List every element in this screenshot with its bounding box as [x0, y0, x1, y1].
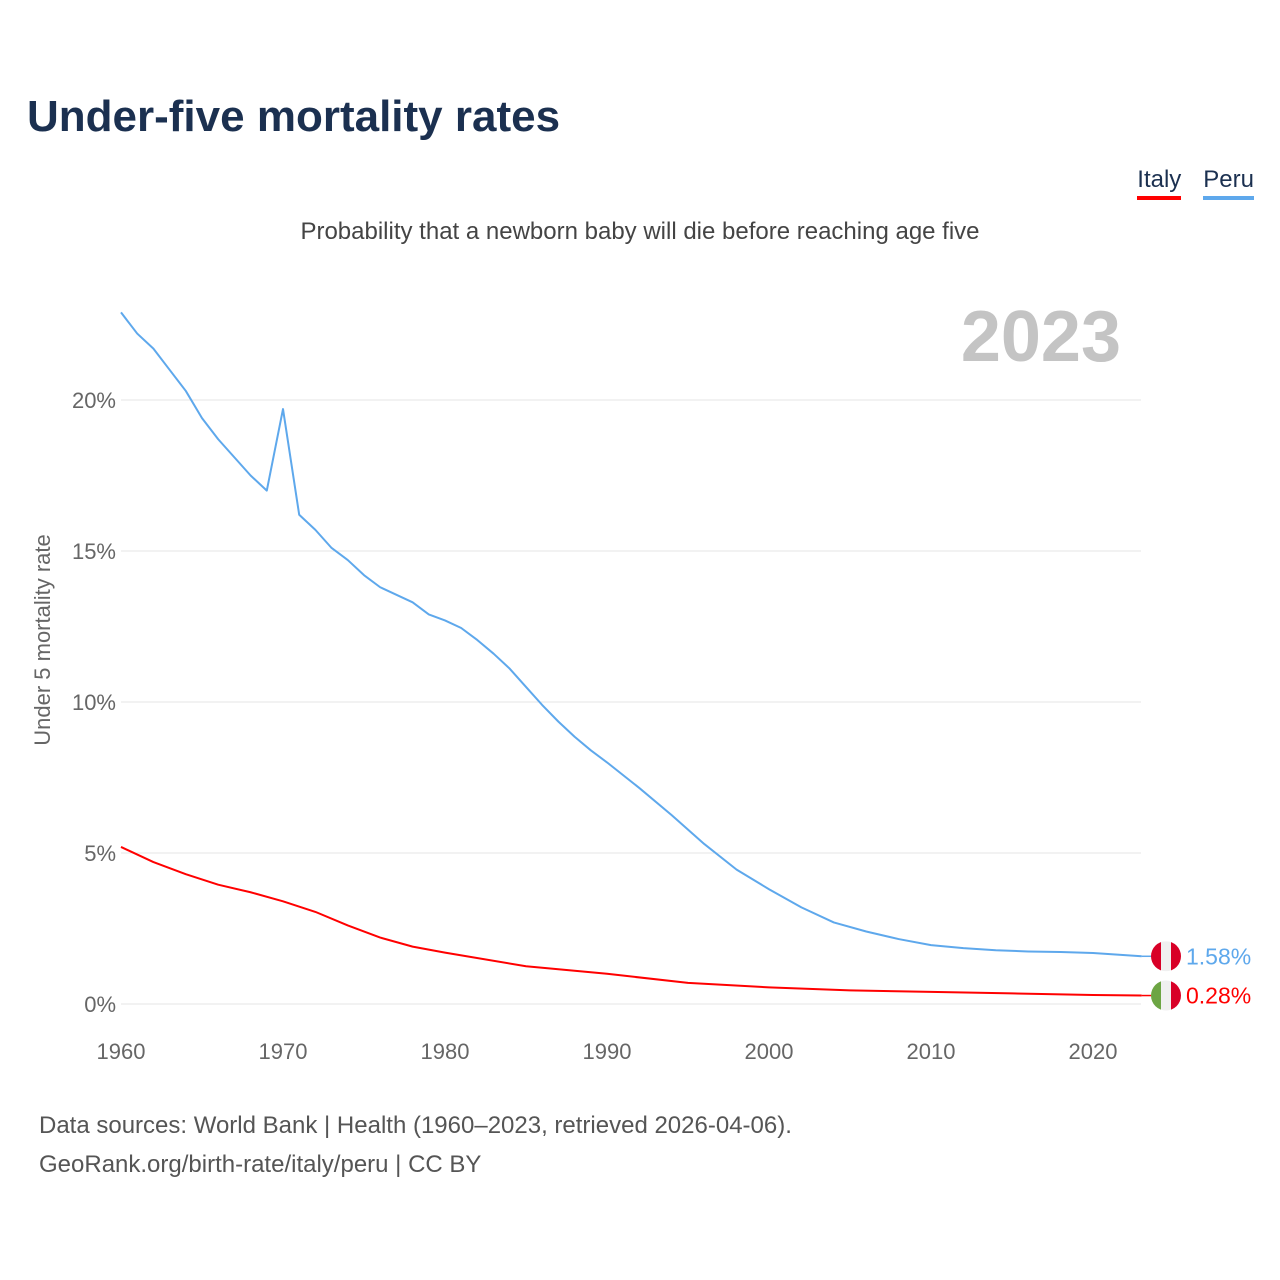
y-tick-label: 5% [84, 841, 116, 866]
x-tick-label: 2000 [745, 1039, 794, 1064]
y-tick-label: 10% [72, 690, 116, 715]
x-tick-label: 2020 [1069, 1039, 1118, 1064]
legend-item-peru[interactable]: Peru [1203, 166, 1254, 200]
x-tick-label: 1980 [421, 1039, 470, 1064]
flag-italy-icon [1151, 980, 1181, 1011]
chart-subtitle: Probability that a newborn baby will die… [300, 218, 980, 245]
x-tick-label: 1970 [259, 1039, 308, 1064]
y-tick-label: 0% [84, 992, 116, 1017]
source-line-1: Data sources: World Bank | Health (1960–… [39, 1112, 792, 1139]
x-tick-label: 1990 [583, 1039, 632, 1064]
source-note: Data sources: World Bank | Health (1960–… [39, 1106, 792, 1184]
x-tick-label: 2010 [907, 1039, 956, 1064]
year-label: 2023 [961, 297, 1121, 377]
x-tick-label: 1960 [97, 1039, 146, 1064]
series-line-peru [120, 311, 1142, 958]
y-axis-label: Under 5 mortality rate [30, 534, 55, 746]
legend: Italy Peru [1137, 166, 1254, 200]
flag-peru-icon [1151, 941, 1181, 972]
series-line-italy [120, 846, 1142, 997]
y-tick-label: 15% [72, 539, 116, 564]
y-tick-label: 20% [72, 388, 116, 413]
chart-title: Under-five mortality rates [27, 92, 561, 141]
source-line-2[interactable]: GeoRank.org/birth-rate/italy/peru | CC B… [39, 1151, 482, 1178]
end-label-peru: 1.58% [1186, 943, 1251, 969]
end-label-italy: 0.28% [1186, 983, 1251, 1009]
legend-item-italy[interactable]: Italy [1137, 166, 1182, 200]
